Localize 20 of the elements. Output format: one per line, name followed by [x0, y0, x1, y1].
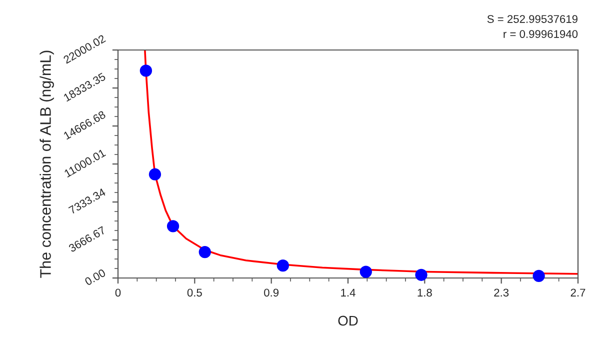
point	[198, 246, 211, 258]
point	[532, 270, 545, 282]
x-tick-label: 0	[115, 288, 121, 297]
x-tick-label: 0.5	[187, 288, 202, 297]
text: S = 252.99537619	[487, 15, 578, 23]
point	[415, 268, 428, 281]
x-axis-title: OD	[338, 316, 358, 326]
point	[148, 168, 162, 180]
y-tick-label: 0.00	[84, 268, 106, 286]
point	[360, 266, 372, 278]
text: r = 0.99961940	[504, 30, 578, 38]
point	[166, 220, 180, 232]
x-tick-label: 1.8	[418, 288, 432, 297]
x-tick-label: 2.3	[494, 288, 509, 297]
point	[276, 259, 289, 272]
x-tick-label: 2.7	[570, 288, 586, 296]
y-axis-title: The concentration of ALB (ng/mL)	[40, 50, 54, 278]
x-tick-label: 0.9	[264, 288, 279, 297]
x-tick-label: 1.4	[341, 288, 356, 296]
point	[140, 64, 152, 77]
